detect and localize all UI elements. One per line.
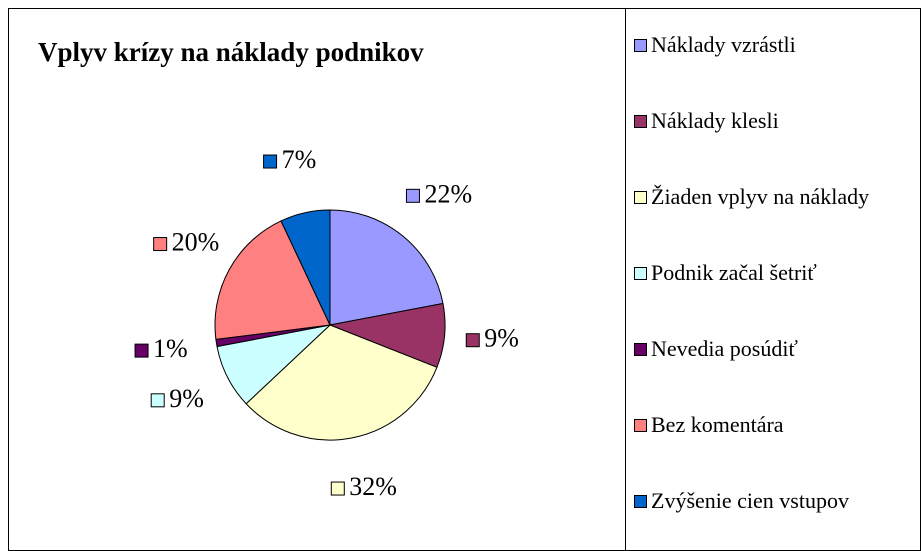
legend-entry: Náklady vzrástli — [634, 31, 916, 59]
pie-slice — [329, 209, 444, 326]
pie-slice — [214, 220, 331, 340]
legend-key — [634, 115, 647, 128]
label-key — [134, 343, 149, 358]
legend-entry: Podnik začal šetriť — [634, 259, 916, 287]
legend-label: Žiaden vplyv na náklady — [651, 184, 870, 209]
data-label: 9% — [169, 384, 204, 413]
legend: Náklady vzrástli Náklady klesli Žiaden vpl… — [626, 9, 920, 550]
legend-entry: Žiaden vplyv na náklady — [634, 183, 916, 211]
data-label: 32% — [349, 472, 397, 501]
legend-entry: Bez komentára — [634, 411, 916, 439]
pie-slice — [245, 324, 438, 441]
legend-entry: Nevedia posúdiť — [634, 335, 916, 363]
data-label: 7% — [282, 145, 317, 174]
legend-key — [634, 343, 647, 356]
legend-label: Zvýšenie cien vstupov — [651, 488, 849, 513]
legend-entry: Zvýšenie cien vstupov — [634, 487, 916, 515]
label-key — [330, 481, 345, 496]
legend-key — [634, 267, 647, 280]
chart-title: Vplyv krízy na náklady podnikov — [38, 37, 424, 67]
label-key — [465, 333, 480, 348]
label-key — [150, 393, 165, 408]
label-key — [263, 154, 278, 169]
legend-key — [634, 191, 647, 204]
legend-label: Nevedia posúdiť — [651, 336, 798, 361]
data-label: 1% — [153, 334, 188, 363]
legend-label: Podnik začal šetriť — [651, 260, 817, 285]
legend-key — [634, 39, 647, 52]
data-label: 20% — [172, 228, 220, 257]
legend-key — [634, 495, 647, 508]
legend-entry: Náklady klesli — [634, 107, 916, 135]
legend-label: Náklady vzrástli — [651, 32, 796, 57]
pie-slice — [280, 209, 331, 326]
data-label: 22% — [424, 179, 472, 208]
label-key — [153, 237, 168, 252]
legend-label: Náklady klesli — [651, 108, 779, 133]
legend-frame — [625, 8, 921, 551]
legend-key — [634, 419, 647, 432]
legend-label: Bez komentára — [651, 412, 784, 437]
label-key — [405, 188, 420, 203]
data-label: 9% — [484, 324, 519, 353]
